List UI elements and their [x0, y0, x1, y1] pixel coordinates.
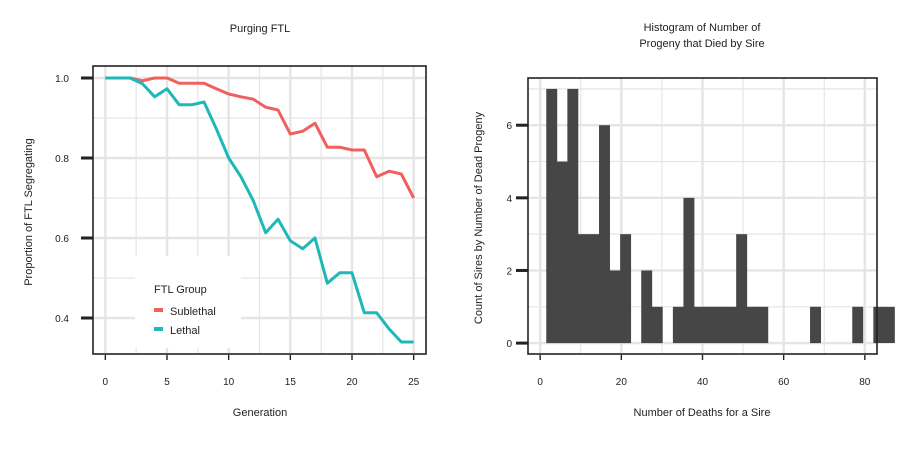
histogram-bar [725, 306, 737, 344]
x-tick-label: 10 [223, 377, 235, 388]
legend-label-sublethal: Sublethal [170, 306, 216, 318]
line-chart-series [105, 76, 416, 344]
x-tick-label: 25 [408, 377, 420, 388]
histogram-frame [527, 77, 878, 355]
histogram-bar [620, 234, 632, 344]
histogram-bars [546, 88, 895, 344]
y-tick-label: 4 [506, 194, 512, 205]
legend-label-lethal: Lethal [170, 325, 200, 337]
y-tick-label: 0.4 [55, 314, 69, 325]
histogram-bar [672, 306, 684, 344]
line-chart-title: Purging FTL [230, 23, 291, 35]
x-tick-label: 15 [285, 377, 297, 388]
histogram-bar [810, 306, 821, 344]
legend-box [135, 256, 241, 348]
x-tick-label: 80 [859, 377, 871, 388]
legend-key-lethal [154, 327, 163, 331]
histogram-y-label: Count of Sires by Number of Dead Progeny [473, 111, 485, 324]
histogram-bar [556, 161, 568, 344]
legend-key-sublethal [154, 308, 163, 312]
y-tick-label: 0.6 [55, 234, 69, 245]
x-tick-label: 0 [537, 377, 543, 388]
histogram-bar [609, 270, 621, 344]
histogram-bar [546, 88, 558, 344]
histogram-bar [715, 306, 727, 344]
line-chart-frame [92, 65, 427, 355]
line-chart-y-label: Proportion of FTL Segregating [23, 138, 35, 286]
histogram-bar [852, 306, 864, 344]
histogram-bar [757, 306, 769, 344]
histogram-bar [704, 306, 716, 344]
histogram-title-line-2: Progeny that Died by Sire [639, 38, 764, 50]
histogram-bar [693, 306, 705, 344]
histogram-bar [599, 125, 610, 344]
histogram-bar [651, 306, 663, 344]
histogram-bar [588, 234, 600, 344]
histogram-bar [683, 197, 695, 344]
y-tick-label: 2 [506, 266, 512, 277]
legend: FTL Group Sublethal Lethal [135, 256, 241, 348]
histogram-panel: 0 20 40 60 80 0 2 4 6 Histogram of Number of Pro… [473, 22, 895, 419]
histogram-bar [883, 306, 895, 344]
histogram-bar [746, 306, 758, 344]
y-tick-label: 1.0 [55, 74, 69, 85]
histogram-bar [873, 306, 885, 344]
histogram-bar [567, 88, 579, 344]
x-tick-label: 0 [103, 377, 109, 388]
line-chart-panel: FTL Group Sublethal Lethal 0 5 10 15 20 25 0.4… [23, 23, 427, 419]
x-tick-label: 5 [164, 377, 170, 388]
histogram-title-line-1: Histogram of Number of [644, 22, 762, 34]
series-line-lethal [105, 76, 414, 344]
y-tick-label: 0 [506, 339, 512, 350]
x-tick-label: 20 [346, 377, 358, 388]
histogram-grid [528, 78, 877, 354]
histogram-x-label: Number of Deaths for a Sire [634, 407, 771, 419]
histogram-ticks: 0 20 40 60 80 0 2 4 6 [506, 121, 870, 388]
line-chart-x-label: Generation [233, 407, 287, 419]
histogram-bar [641, 270, 653, 344]
line-chart-ticks: 0 5 10 15 20 25 0.4 0.6 0.8 1.0 [55, 74, 420, 388]
histogram-bar [577, 234, 589, 344]
y-tick-label: 0.8 [55, 154, 69, 165]
x-tick-label: 60 [778, 377, 790, 388]
x-tick-label: 20 [616, 377, 628, 388]
x-tick-label: 40 [697, 377, 709, 388]
legend-title: FTL Group [154, 284, 207, 296]
series-line-sublethal [105, 76, 416, 199]
y-tick-label: 6 [506, 121, 512, 132]
histogram-bar [736, 234, 748, 344]
